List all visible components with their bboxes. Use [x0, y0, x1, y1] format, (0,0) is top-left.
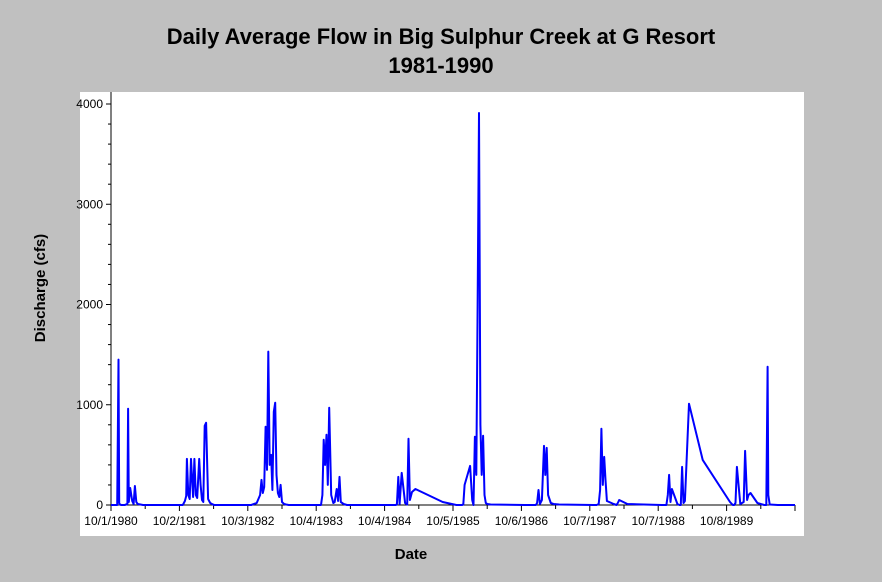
x-tick-label: 10/1/1980 [84, 514, 138, 528]
x-tick-label: 10/4/1984 [358, 514, 412, 528]
x-tick-label: 10/5/1985 [426, 514, 480, 528]
chart-subtitle-text: 1981-1990 [388, 53, 494, 78]
x-tick-label: 10/7/1987 [563, 514, 617, 528]
x-tick-label: 10/4/1983 [290, 514, 344, 528]
x-tick-label: 10/7/1988 [632, 514, 686, 528]
y-tick-label: 2000 [76, 298, 103, 312]
flow-series-line [111, 112, 795, 506]
x-tick-label: 10/8/1989 [700, 514, 754, 528]
plot-area [80, 92, 804, 536]
x-axis-title: Date [395, 546, 428, 563]
y-tick-label: 0 [96, 498, 103, 512]
y-tick-label: 1000 [76, 398, 103, 412]
x-tick-label: 10/2/1981 [153, 514, 207, 528]
y-tick-label: 4000 [76, 97, 103, 111]
x-tick-label: 10/6/1986 [495, 514, 549, 528]
chart-title: Daily Average Flow in Big Sulphur Creek … [0, 22, 882, 80]
y-axis-title: Discharge (cfs) [32, 234, 49, 342]
x-axis-ticks: 10/1/1980 10/2/1981 10/3/1982 10/4/1983 10/4… [84, 505, 796, 528]
x-tick-label: 10/3/1982 [221, 514, 275, 528]
chart-title-text: Daily Average Flow in Big Sulphur Creek … [166, 24, 716, 49]
y-tick-label: 3000 [76, 197, 103, 211]
